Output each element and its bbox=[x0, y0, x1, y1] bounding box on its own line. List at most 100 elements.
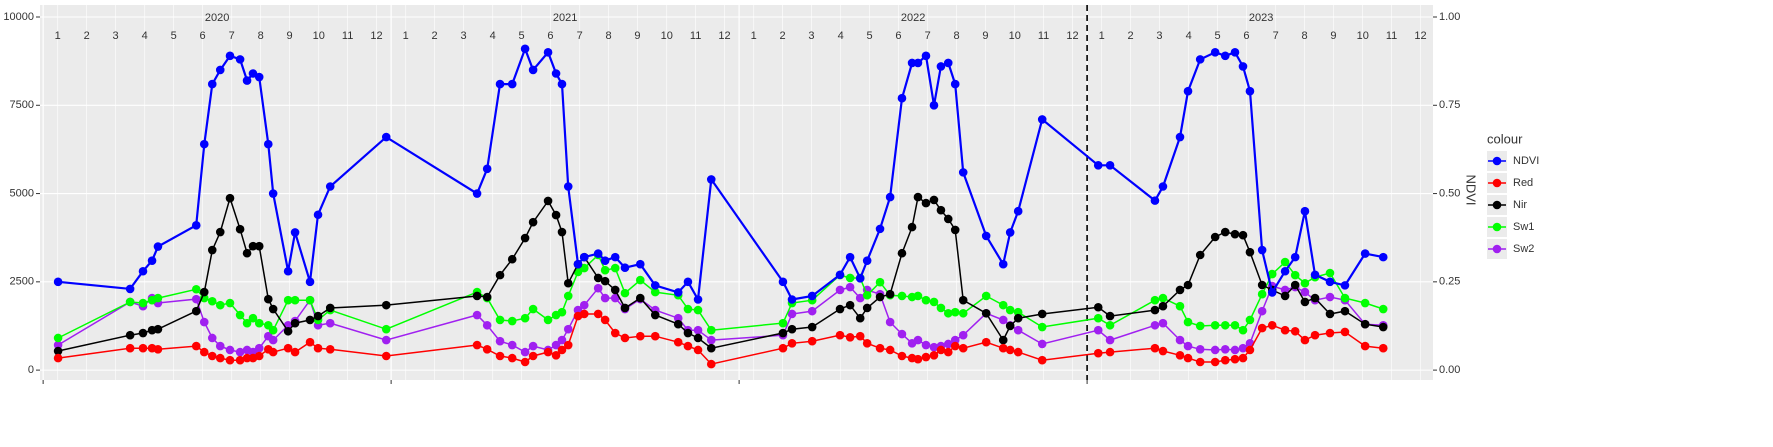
data-point bbox=[1013, 206, 1023, 216]
data-point bbox=[248, 241, 258, 251]
data-point bbox=[1183, 341, 1193, 351]
data-point bbox=[907, 222, 917, 232]
data-point bbox=[897, 329, 907, 339]
data-point bbox=[1005, 345, 1015, 355]
data-point bbox=[862, 303, 872, 313]
data-point bbox=[1150, 320, 1160, 330]
data-point bbox=[835, 330, 845, 340]
month-label: 11 bbox=[342, 30, 353, 42]
month-label: 9 bbox=[1330, 30, 1336, 42]
data-point bbox=[1340, 306, 1350, 316]
month-label: 9 bbox=[286, 30, 292, 42]
data-point bbox=[635, 331, 645, 341]
data-point bbox=[778, 277, 788, 287]
data-point bbox=[305, 337, 315, 347]
data-point bbox=[683, 277, 693, 287]
data-point bbox=[1238, 230, 1248, 240]
data-point bbox=[981, 308, 991, 318]
data-point bbox=[958, 168, 968, 177]
data-point bbox=[1280, 257, 1290, 267]
data-point bbox=[207, 245, 217, 255]
data-point bbox=[998, 300, 1008, 310]
data-point bbox=[1220, 320, 1230, 330]
legend-point bbox=[1492, 178, 1502, 188]
data-point bbox=[620, 288, 630, 298]
data-point bbox=[225, 51, 235, 61]
data-point bbox=[600, 276, 610, 286]
data-point bbox=[885, 192, 895, 202]
data-point bbox=[950, 307, 960, 317]
month-label: 4 bbox=[490, 30, 496, 42]
data-point bbox=[53, 353, 63, 363]
data-point bbox=[153, 242, 163, 251]
data-point bbox=[875, 224, 885, 234]
month-label: 7 bbox=[1273, 30, 1279, 42]
data-point bbox=[290, 318, 300, 328]
data-point bbox=[1175, 285, 1185, 295]
data-point bbox=[936, 205, 946, 215]
data-point bbox=[950, 341, 960, 351]
data-point bbox=[958, 308, 968, 318]
data-point bbox=[53, 340, 63, 350]
data-point bbox=[1300, 287, 1310, 297]
data-point bbox=[593, 309, 603, 319]
data-point bbox=[1183, 317, 1193, 327]
month-label: 8 bbox=[258, 30, 264, 42]
data-point bbox=[1195, 250, 1205, 260]
data-point bbox=[53, 277, 63, 287]
data-point bbox=[242, 353, 252, 363]
data-point bbox=[1267, 288, 1277, 297]
data-point bbox=[1158, 293, 1168, 303]
month-label: 11 bbox=[1386, 30, 1397, 42]
data-point bbox=[1093, 302, 1103, 312]
data-point bbox=[845, 282, 855, 292]
data-point bbox=[706, 359, 716, 369]
month-label: 7 bbox=[925, 30, 931, 42]
data-point bbox=[855, 331, 865, 341]
data-point bbox=[381, 324, 391, 334]
data-point bbox=[610, 263, 620, 273]
year-label: 2020 bbox=[205, 12, 229, 24]
data-point bbox=[1210, 232, 1220, 242]
data-point bbox=[1093, 325, 1103, 335]
month-label: 6 bbox=[547, 30, 553, 42]
month-label: 7 bbox=[577, 30, 583, 42]
data-point bbox=[998, 315, 1008, 325]
data-point bbox=[283, 266, 293, 276]
data-point bbox=[875, 292, 885, 302]
data-point bbox=[138, 266, 148, 276]
legend-label: Sw1 bbox=[1513, 221, 1534, 233]
data-point bbox=[610, 328, 620, 338]
data-point bbox=[593, 283, 603, 293]
data-point bbox=[254, 351, 264, 361]
data-point bbox=[921, 352, 931, 362]
data-point bbox=[472, 340, 482, 350]
data-point bbox=[1257, 289, 1267, 299]
data-point bbox=[507, 340, 517, 350]
data-point bbox=[807, 291, 817, 301]
data-point bbox=[495, 315, 505, 325]
data-point bbox=[125, 330, 135, 340]
data-point bbox=[1310, 293, 1320, 303]
legend-label: Sw2 bbox=[1513, 243, 1534, 255]
data-point bbox=[1257, 245, 1267, 255]
data-point bbox=[551, 210, 561, 220]
data-point bbox=[1175, 132, 1185, 142]
month-label: 6 bbox=[199, 30, 205, 42]
data-point bbox=[921, 340, 931, 350]
data-point bbox=[778, 328, 788, 338]
data-point bbox=[1210, 357, 1220, 367]
data-point bbox=[263, 294, 273, 304]
data-point bbox=[290, 347, 300, 357]
data-point bbox=[787, 309, 797, 319]
data-point bbox=[921, 51, 931, 61]
data-point bbox=[1378, 304, 1388, 314]
data-point bbox=[650, 310, 660, 320]
y2-tick-label: 0.50 bbox=[1439, 187, 1460, 199]
month-label: 5 bbox=[867, 30, 873, 42]
data-point bbox=[1037, 355, 1047, 365]
data-point bbox=[528, 341, 538, 351]
data-point bbox=[248, 347, 258, 357]
data-point bbox=[600, 265, 610, 275]
data-point bbox=[1013, 347, 1023, 357]
